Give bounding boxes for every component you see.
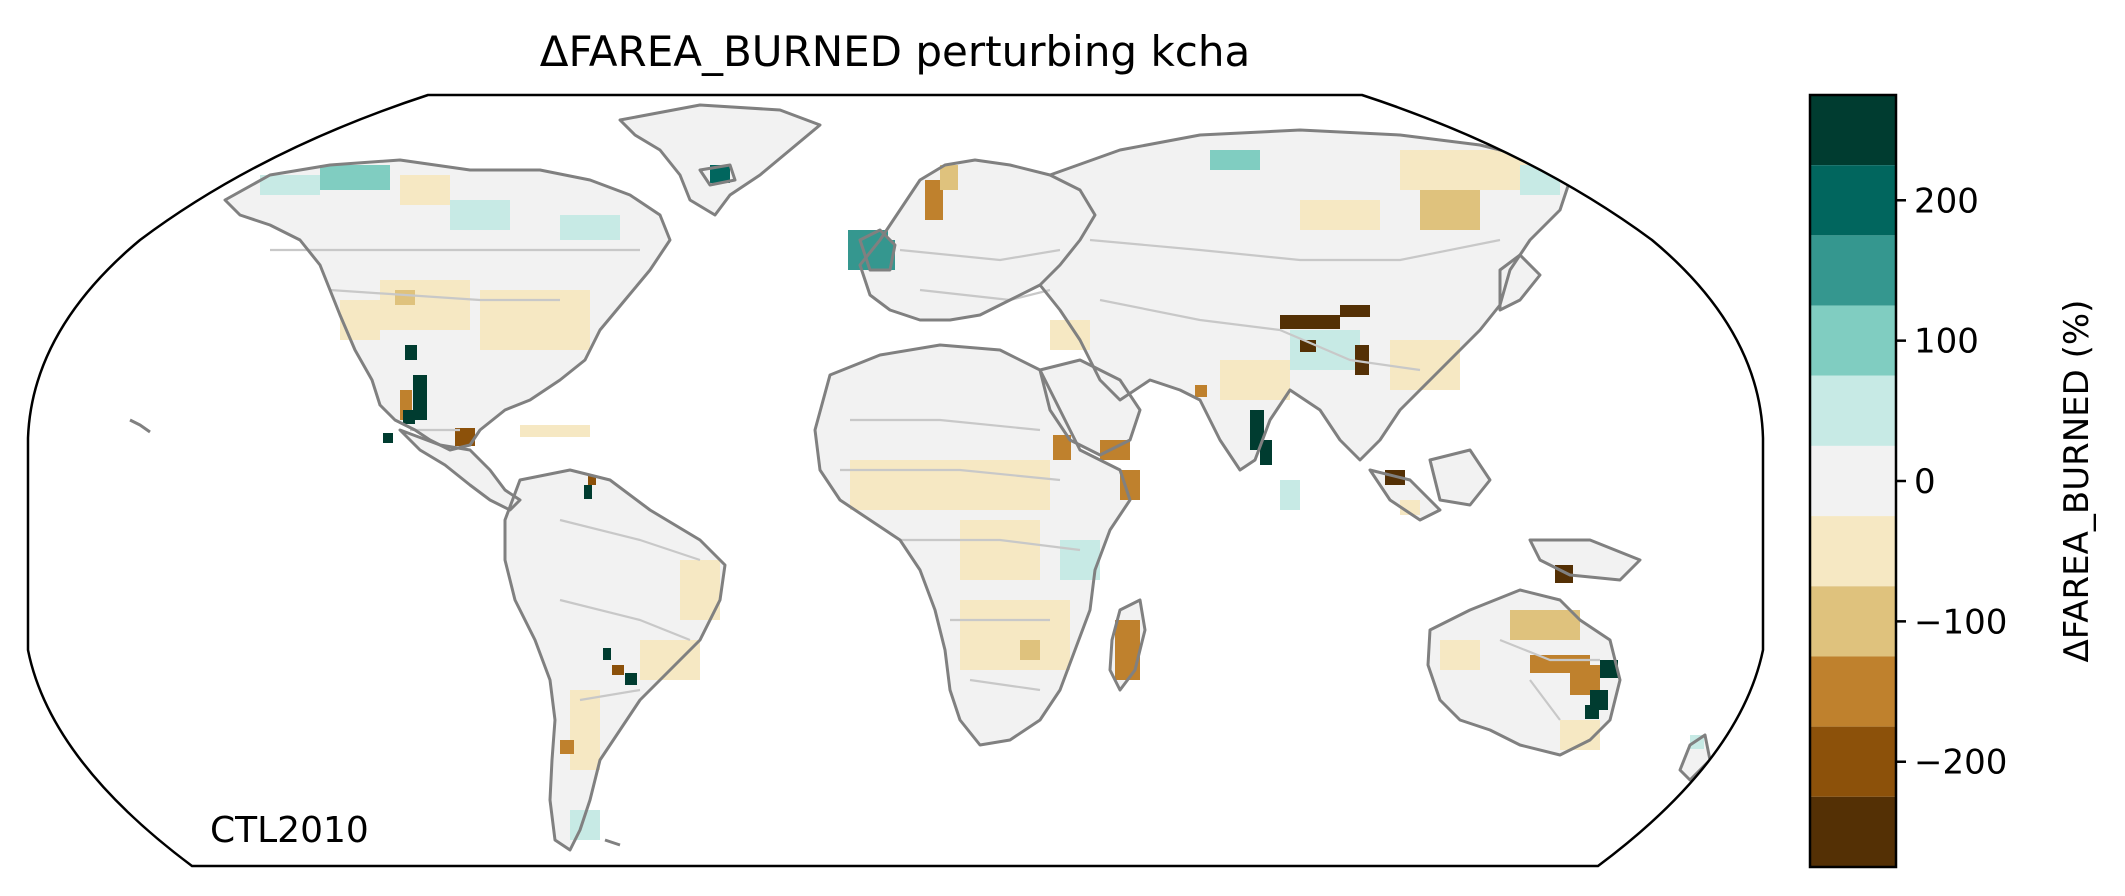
coast-madagascar [1108,598,1147,692]
colorbar-bin [1810,796,1896,867]
land-europe [860,160,1095,320]
cell-india-south [1280,480,1300,510]
cell-argentina-2 [560,740,574,754]
coastlines [129,103,1712,852]
cell-siberia-north-2 [1400,150,1540,190]
colorbar: 200 100 0 −100 −200 ΔFAREA_BURNED (%) [1808,93,2097,869]
cell-canada-arctic [320,165,390,190]
cell-canada-central [400,175,450,205]
coast-falklands [604,838,621,847]
colorbar-bin [1810,656,1896,727]
coast-sumatra [1368,468,1442,522]
cell-australia-east-4 [1585,705,1599,719]
colorbar-bin [1810,726,1896,797]
cell-siberia-central [1420,190,1480,230]
coast-europe [858,158,1097,322]
cell-tibet-2 [1340,305,1370,317]
cell-southern-africa [960,600,1070,670]
cell-paraguay-2 [625,673,637,685]
cell-us-plains-2 [395,290,415,305]
colorbar-bin [1810,445,1896,517]
cell-canada-east [560,215,620,240]
cell-canada-central-2 [450,200,510,230]
cell-paraguay-3 [612,665,624,675]
colorbar-bins [1810,95,1896,867]
country-borders [270,238,1600,721]
cell-australia-west [1440,640,1480,670]
land-greenland [620,105,820,215]
globe-outline [26,93,1765,868]
cell-southern-africa-2 [1020,640,1040,660]
colorbar-bin [1810,305,1896,376]
colorbar-bin [1810,586,1896,657]
map-layer [129,103,1712,852]
coast-south-america [503,468,727,852]
cell-congo [960,520,1040,580]
cell-tibet-4 [1355,345,1369,375]
coast-borneo [1428,448,1492,507]
colorbar-bin [1810,165,1896,236]
data-cells [260,150,1704,840]
cell-sahel [850,460,1050,510]
cell-cuba [520,425,590,437]
coast-australia [1426,588,1622,757]
cell-india-north [1220,360,1290,400]
cell-australia-east-2 [1600,660,1618,678]
colorbar-tick-label: 100 [1914,322,1979,362]
coast-north-america [223,158,672,452]
colorbar-tick-label: 200 [1914,181,1979,221]
cell-mexico-4 [403,410,415,424]
map-title: ΔFAREA_BURNED perturbing kcha [540,27,1250,76]
colorbar-bin [1810,516,1896,587]
cell-scandinavia-2 [940,165,958,190]
coast-iceland [698,163,737,187]
cell-central-america-1 [455,428,475,446]
cell-venezuela-2 [588,475,596,485]
cell-mexico-2 [413,375,427,420]
colorbar-tick-label: 0 [1914,462,1936,502]
colorbar-tick-label: −200 [1914,743,2007,783]
land-borneo [1430,450,1490,505]
cell-china-east [1390,340,1460,390]
cell-brazil-south [640,640,700,680]
coast-africa [813,343,1132,747]
cell-siberia-north-1 [1210,150,1260,170]
cell-alaska [260,175,320,195]
colorbar-tick-label: −100 [1914,602,2007,642]
cell-central-america-2 [383,433,393,443]
coast-japan [1498,253,1542,312]
colorbar-label: ΔFAREA_BURNED (%) [2057,300,2097,663]
cell-india-west-2 [1260,440,1272,465]
coast-central-america [398,428,522,512]
coast-arabia [1038,358,1142,457]
cell-us-west [340,300,380,340]
cell-australia-north [1510,610,1580,640]
cell-argentina [570,690,600,770]
cell-mexico-1 [405,345,417,360]
land-central-america [400,430,520,510]
colorbar-ticks: 200 100 0 −100 −200 [1896,181,2007,783]
coast-new-guinea [1528,538,1642,582]
colorbar-bin [1810,95,1896,166]
cell-madagascar [1115,620,1140,680]
coast-greenland [618,103,822,217]
cell-venezuela [584,485,592,499]
cell-pakistan [1195,385,1207,397]
corner-label: CTL2010 [210,810,369,851]
cell-iceland [710,165,730,183]
cell-paraguay-1 [603,648,611,660]
coast-uk [858,228,897,272]
cell-siberia-central-2 [1300,200,1380,230]
cell-scandinavia [925,180,943,220]
colorbar-bin [1810,375,1896,446]
cell-ethiopia-1 [1053,435,1071,460]
cell-somalia [1120,470,1140,500]
cell-us-plains [380,280,470,330]
colorbar-bin [1810,235,1896,306]
cell-tibet-1 [1280,315,1340,329]
land-south-america [505,470,725,850]
coast-hawaii [129,418,151,434]
